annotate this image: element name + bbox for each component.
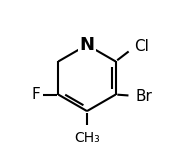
Text: Cl: Cl xyxy=(134,39,149,54)
Text: N: N xyxy=(79,36,94,54)
Text: F: F xyxy=(31,87,40,102)
Text: Br: Br xyxy=(135,89,152,104)
Text: CH₃: CH₃ xyxy=(74,131,100,145)
